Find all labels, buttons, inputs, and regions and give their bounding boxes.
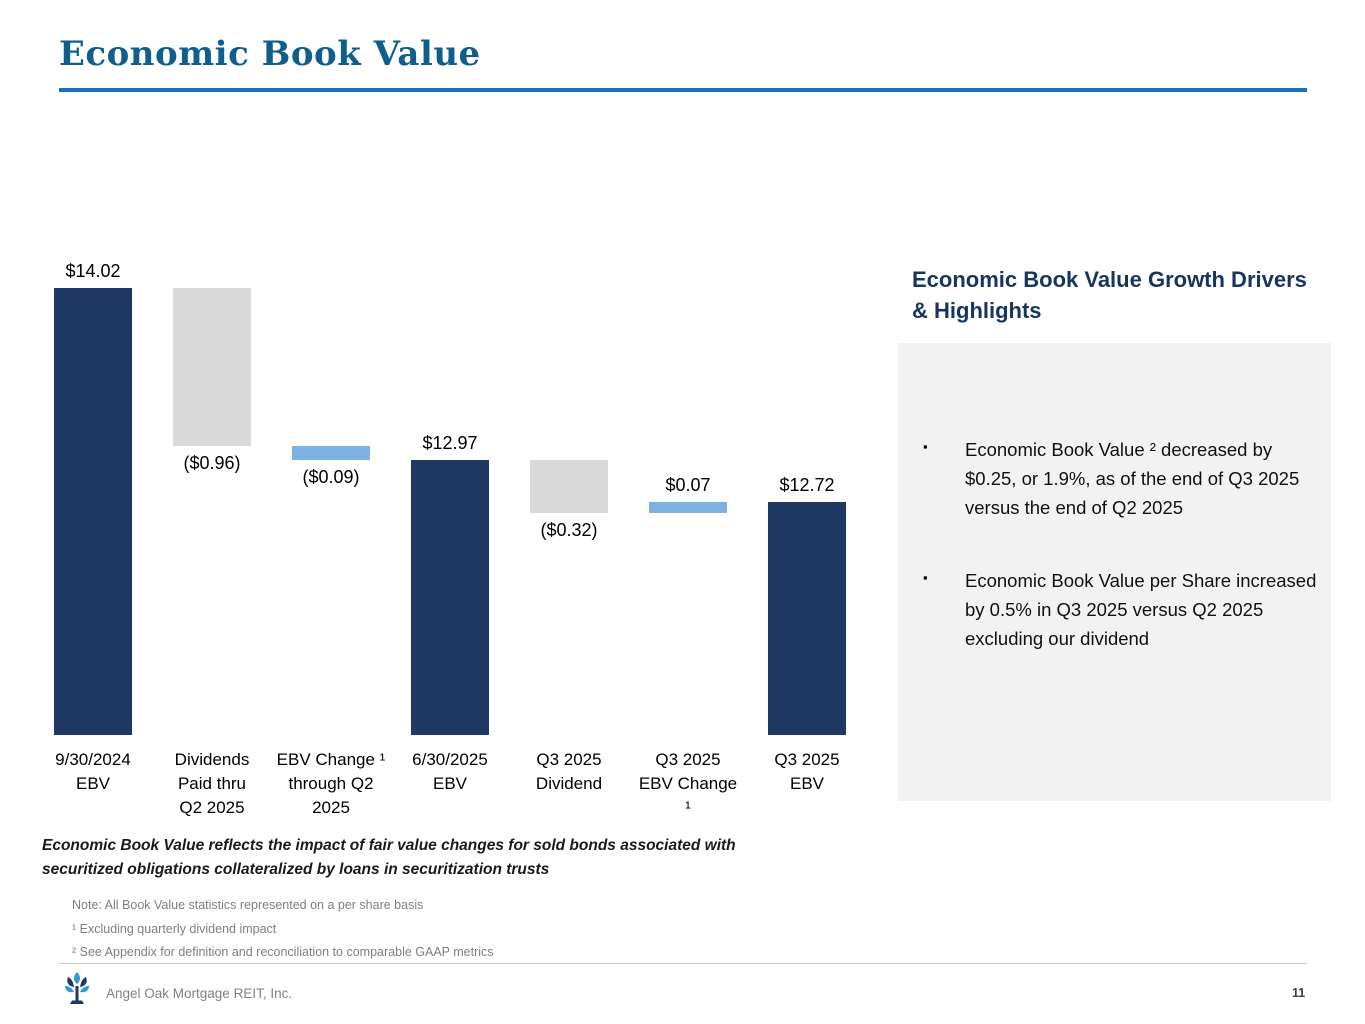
- waterfall-chart: $14.02 9/30/2024 EBV ($0.96) Dividends Paid t…: [40, 250, 880, 860]
- bar-value-label: ($0.96): [183, 452, 241, 473]
- bar-value-label: $12.72: [779, 474, 835, 495]
- category-label: EBV Change ¹ through Q2 2025: [276, 750, 386, 817]
- bar-value-label: ($0.09): [302, 467, 360, 488]
- highlights-panel: ▪ Economic Book Value ² decreased by $0.…: [898, 343, 1331, 801]
- slide-notes: Note: All Book Value statistics represen…: [72, 894, 494, 965]
- highlight-bullet-2: ▪ Economic Book Value per Share increase…: [923, 566, 1317, 653]
- category-label: 9/30/2024 EBV: [55, 750, 131, 793]
- angel-oak-logo: [65, 972, 89, 1004]
- bar-value-label: $14.02: [65, 260, 121, 281]
- category-label: 6/30/2025 EBV: [412, 750, 488, 793]
- title-underline: [59, 88, 1307, 92]
- highlights-heading: Economic Book Value Growth Drivers & Hig…: [912, 267, 1307, 323]
- square-bullet-icon: ▪: [923, 439, 928, 454]
- note-footnote-2: ² See Appendix for definition and reconc…: [72, 945, 494, 959]
- bar-value-label: $12.97: [422, 433, 478, 454]
- chart-bar-q3-2025-ebv-change-: [649, 501, 727, 513]
- category-label: Q3 2025 Dividend: [535, 750, 603, 793]
- note-footnote-1: ¹ Excluding quarterly dividend impact: [72, 921, 277, 936]
- footer-company-name: Angel Oak Mortgage REIT, Inc.: [106, 986, 293, 1001]
- chart-bar-q3-2025-dividend: [530, 460, 608, 513]
- chart-footnote-line-1: Economic Book Value reflects the impact …: [42, 837, 736, 854]
- page-number: 11: [1292, 986, 1306, 1000]
- chart-footnote-italic: Economic Book Value reflects the impact …: [42, 834, 736, 882]
- highlight-bullet-1: ▪ Economic Book Value ² decreased by $0.…: [923, 435, 1317, 522]
- bar-value-label: $0.07: [665, 474, 711, 495]
- bar-value-label: ($0.32): [540, 520, 598, 541]
- category-label: Q3 2025 EBV: [774, 750, 840, 793]
- page-title: Economic Book Value: [59, 34, 481, 74]
- chart-bar-9-30-2024-ebv: [54, 287, 132, 735]
- category-label: Q3 2025 EBV Change ¹: [638, 750, 738, 817]
- chart-footnote-line-2: securitized obligations collateralized b…: [42, 861, 550, 878]
- chart-bar-6-30-2025-ebv: [411, 460, 489, 735]
- chart-bar-ebv-change-through-q2-2025: [292, 445, 370, 461]
- square-bullet-icon: ▪: [923, 570, 928, 585]
- highlight-bullet-text: Economic Book Value ² decreased by $0.25…: [965, 439, 1300, 518]
- chart-bar-dividends-paid-thru-q2-2025: [173, 287, 251, 446]
- category-label: Dividends Paid thru Q2 2025: [174, 750, 250, 817]
- footer-divider: [59, 963, 1307, 964]
- highlight-bullet-text: Economic Book Value per Share increased …: [965, 570, 1317, 649]
- chart-bar-q3-2025-ebv: [768, 501, 846, 735]
- note-per-share-basis: Note: All Book Value statistics represen…: [72, 898, 424, 912]
